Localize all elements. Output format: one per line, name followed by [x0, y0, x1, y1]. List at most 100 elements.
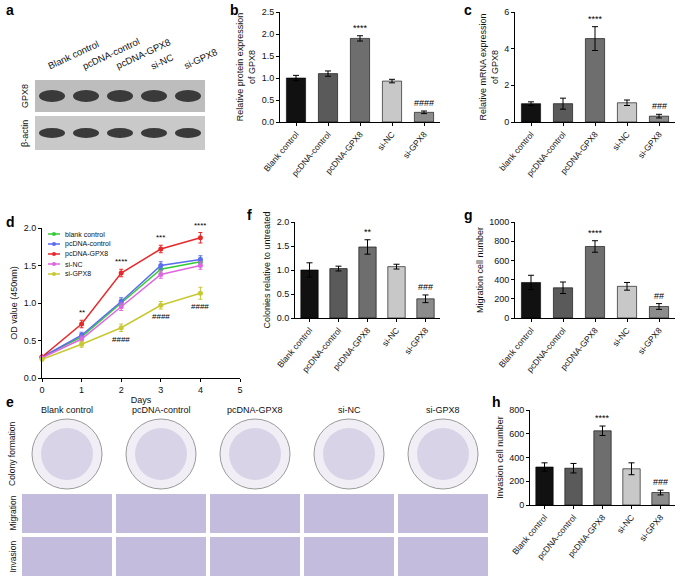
svg-text:400: 400: [494, 275, 509, 285]
svg-text:###: ###: [418, 282, 433, 292]
svg-text:4: 4: [504, 44, 509, 54]
svg-text:Blank control: Blank control: [262, 129, 301, 173]
svg-text:Invasion cell number: Invasion cell number: [495, 416, 505, 499]
svg-text:600: 600: [509, 429, 524, 439]
svg-text:pcDNA-control: pcDNA-control: [525, 325, 568, 374]
svg-text:Colony formation: Colony formation: [7, 421, 17, 486]
svg-text:0.5: 0.5: [262, 95, 275, 105]
svg-text:Blank control: Blank control: [497, 325, 536, 369]
svg-text:***: ***: [156, 233, 165, 242]
svg-text:si-GPX8: si-GPX8: [65, 270, 91, 277]
svg-text:0.0: 0.0: [277, 313, 290, 323]
svg-text:e: e: [6, 394, 14, 410]
svg-text:**: **: [79, 308, 85, 317]
svg-text:200: 200: [509, 476, 524, 486]
svg-text:Migration cell number: Migration cell number: [475, 227, 485, 313]
svg-text:800: 800: [509, 405, 524, 415]
svg-text:####: ####: [191, 302, 209, 311]
svg-text:si-GPX8: si-GPX8: [636, 325, 664, 356]
svg-text:si-GPX8: si-GPX8: [637, 512, 665, 543]
svg-text:Colonies relative to untreated: Colonies relative to untreated: [262, 211, 272, 328]
svg-text:pcDNA-GPX8: pcDNA-GPX8: [558, 129, 600, 176]
svg-text:0.5: 0.5: [277, 289, 290, 299]
svg-text:si-NC: si-NC: [338, 405, 361, 415]
svg-text:1.5: 1.5: [24, 261, 37, 271]
svg-text:2: 2: [119, 385, 124, 395]
svg-text:pcDNA-control: pcDNA-control: [290, 129, 333, 178]
svg-text:si-GPX8: si-GPX8: [401, 129, 429, 160]
svg-text:h: h: [492, 394, 501, 410]
svg-text:si-GPX8: si-GPX8: [182, 46, 219, 71]
svg-text:###: ###: [652, 101, 667, 111]
svg-text:pcDNA-control: pcDNA-control: [132, 405, 191, 415]
svg-text:c: c: [464, 2, 472, 18]
svg-text:blank control: blank control: [497, 129, 536, 172]
svg-text:pcDNA-GPX8: pcDNA-GPX8: [331, 325, 373, 372]
svg-text:0: 0: [519, 500, 524, 510]
svg-text:si-NC: si-NC: [65, 261, 83, 268]
svg-text:4: 4: [198, 385, 203, 395]
svg-text:a: a: [6, 2, 14, 18]
svg-text:Blank control: Blank control: [41, 405, 93, 415]
svg-text:Migration: Migration: [8, 495, 18, 530]
svg-text:si-NC: si-NC: [615, 513, 636, 536]
svg-text:600: 600: [494, 256, 509, 266]
svg-text:pcDNA-GPX8: pcDNA-GPX8: [323, 129, 365, 176]
svg-text:si-GPX8: si-GPX8: [636, 129, 664, 160]
svg-text:##: ##: [654, 291, 664, 301]
svg-text:Relative mRNA expressionof GPX: Relative mRNA expressionof GPX8: [478, 13, 500, 120]
svg-text:Blank control: Blank control: [275, 325, 314, 369]
svg-text:2.0: 2.0: [24, 223, 37, 233]
svg-text:****: ****: [595, 413, 610, 423]
svg-text:0.5: 0.5: [24, 336, 37, 346]
svg-text:si-GPX8: si-GPX8: [402, 325, 430, 356]
svg-text:0: 0: [504, 117, 509, 127]
svg-text:2.0: 2.0: [262, 29, 275, 39]
svg-text:800: 800: [494, 236, 509, 246]
svg-text:f: f: [247, 207, 252, 223]
svg-text:0: 0: [504, 313, 509, 323]
svg-text:####: ####: [112, 335, 130, 344]
svg-text:pcDNA-control: pcDNA-control: [525, 129, 568, 178]
svg-text:pcDNA-GPX8: pcDNA-GPX8: [227, 405, 283, 415]
svg-text:2.5: 2.5: [262, 7, 275, 17]
svg-text:pcDNA-GPX8: pcDNA-GPX8: [558, 325, 600, 372]
svg-text:2: 2: [504, 80, 509, 90]
svg-text:1000: 1000: [489, 217, 509, 227]
svg-text:Blank control: Blank control: [46, 38, 100, 71]
svg-text:****: ****: [588, 228, 603, 238]
svg-text:400: 400: [509, 453, 524, 463]
svg-text:Blank control: Blank control: [510, 512, 549, 556]
svg-text:****: ****: [353, 23, 368, 33]
svg-text:si-GPX8: si-GPX8: [426, 405, 460, 415]
svg-text:1.5: 1.5: [262, 51, 275, 61]
svg-text:1.5: 1.5: [277, 241, 290, 251]
svg-text:****: ****: [588, 14, 603, 24]
svg-text:pcDNA-control: pcDNA-control: [81, 36, 142, 72]
svg-text:b: b: [230, 2, 239, 18]
svg-text:pcDNA-control: pcDNA-control: [300, 325, 343, 374]
svg-text:Relative protein expressionof: Relative protein expressionof GPX8: [235, 13, 257, 122]
svg-text:5: 5: [237, 385, 242, 395]
svg-text:1: 1: [79, 385, 84, 395]
svg-text:0.0: 0.0: [24, 373, 37, 383]
svg-text:Invasion: Invasion: [8, 541, 18, 573]
svg-text:g: g: [464, 207, 473, 223]
svg-text:GPX8: GPX8: [20, 84, 30, 108]
svg-text:####: ####: [152, 312, 170, 321]
svg-text:6: 6: [504, 7, 509, 17]
svg-text:****: ****: [115, 257, 127, 266]
svg-text:Days: Days: [131, 395, 152, 405]
svg-text:3: 3: [158, 385, 163, 395]
svg-text:****: ****: [194, 221, 206, 230]
svg-text:200: 200: [494, 294, 509, 304]
svg-text:**: **: [364, 227, 372, 237]
svg-text:si-NC: si-NC: [375, 130, 396, 153]
svg-text:d: d: [6, 214, 15, 230]
svg-text:####: ####: [414, 98, 434, 108]
svg-text:si-NC: si-NC: [610, 130, 631, 153]
svg-text:si-NC: si-NC: [149, 51, 175, 71]
svg-text:0: 0: [39, 385, 44, 395]
svg-text:OD value (450nm): OD value (450nm): [9, 266, 19, 340]
svg-text:1.0: 1.0: [24, 298, 37, 308]
